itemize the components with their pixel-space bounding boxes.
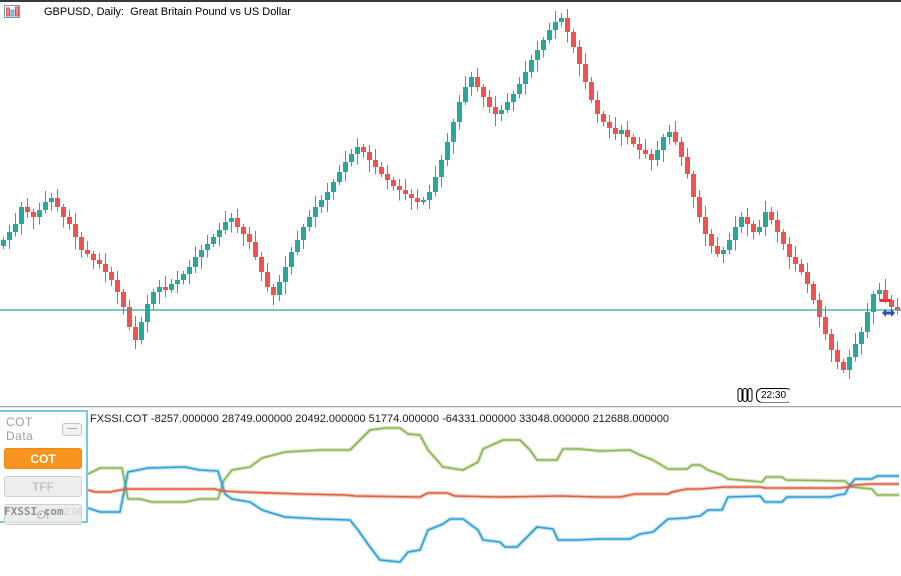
minimize-button[interactable]: — [62,422,82,436]
cot-widget-footer: FXSSI.com 2.06 [4,505,84,518]
cot-widget-title: COT Data [6,415,34,443]
cot-indicator-lines [87,426,899,564]
version-label: 2.06 [63,507,84,518]
countdown-label: 22:30 [756,387,794,403]
oi-tab-button[interactable]: OI [4,504,82,525]
cot-data-widget: COT Data — COT TFF OI FXSSI.com 2.06 [0,410,88,525]
candle-countdown: 22:30 [737,387,794,403]
candlestick-chart [0,9,901,379]
candle-bars-icon [737,387,757,403]
cot-tab-button[interactable]: COT [4,448,82,469]
chart-title: GBPUSD, Daily: Great Britain Pound vs US… [44,5,291,18]
chart-header: GBPUSD, Daily: Great Britain Pound vs US… [4,5,291,18]
cot-indicator-panel: FXSSI.COT -8257.000000 28749.000000 2049… [0,410,901,576]
brand-link[interactable]: FXSSI.com [4,505,64,518]
sell-marker [880,299,891,302]
price-arrow-marker [882,309,895,317]
cot-widget-header: COT Data — [0,412,86,445]
tff-tab-button[interactable]: TFF [4,476,82,497]
bar-chart-icon [4,5,40,18]
indicator-values-label: FXSSI.COT -8257.000000 28749.000000 2049… [90,413,670,425]
price-chart-panel: GBPUSD, Daily: Great Britain Pound vs US… [0,2,901,405]
panel-separator[interactable] [0,405,901,410]
